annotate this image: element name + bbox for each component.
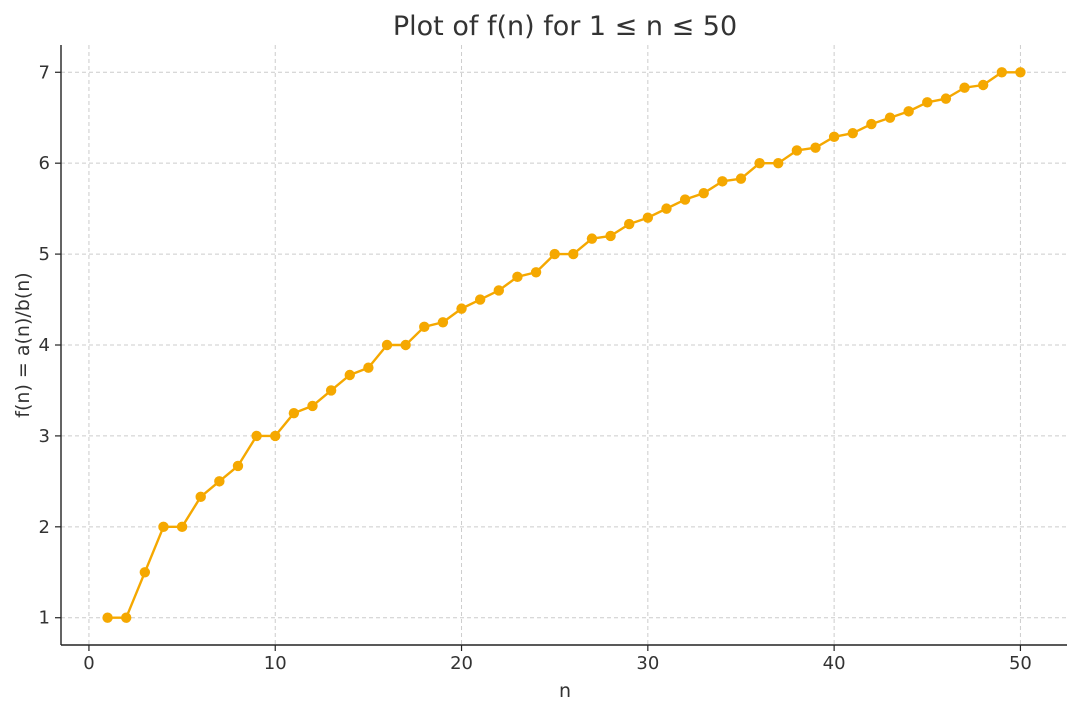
x-axis-label: n bbox=[559, 680, 571, 702]
data-point bbox=[922, 97, 933, 108]
x-tick-label: 0 bbox=[83, 653, 94, 674]
data-point bbox=[717, 176, 728, 187]
data-point bbox=[307, 400, 318, 412]
data-point bbox=[288, 407, 300, 419]
x-tick-label: 10 bbox=[264, 653, 287, 674]
data-point bbox=[214, 476, 225, 487]
data-point bbox=[698, 187, 709, 199]
y-axis-label: f(n) = a(n)/b(n) bbox=[12, 272, 34, 417]
data-point bbox=[456, 303, 467, 314]
data-point bbox=[270, 430, 281, 442]
y-tick-label: 6 bbox=[39, 153, 50, 174]
y-tick-label: 3 bbox=[39, 426, 50, 447]
grid-layer bbox=[61, 45, 1067, 645]
data-point bbox=[754, 157, 765, 169]
data-point bbox=[419, 321, 430, 333]
data-point bbox=[1015, 67, 1026, 78]
data-point bbox=[139, 567, 151, 578]
y-tick-label: 1 bbox=[39, 608, 50, 629]
x-tick-label: 30 bbox=[636, 653, 659, 674]
ticks-layer: 0 10 20 30 40 50 1 2 3 4 5 6 7 bbox=[39, 62, 1032, 674]
data-point bbox=[903, 106, 914, 117]
y-tick-label: 7 bbox=[39, 62, 50, 83]
data-point bbox=[512, 271, 523, 283]
data-point bbox=[679, 194, 691, 205]
y-tick-label: 4 bbox=[39, 335, 50, 356]
x-tick-label: 20 bbox=[450, 653, 473, 674]
data-point bbox=[996, 67, 1007, 78]
data-point bbox=[661, 203, 672, 214]
data-point bbox=[474, 294, 486, 305]
data-point bbox=[363, 362, 374, 373]
data-point bbox=[530, 267, 542, 278]
data-point bbox=[586, 233, 598, 244]
data-point bbox=[866, 118, 877, 130]
data-point bbox=[158, 521, 169, 533]
data-point bbox=[605, 230, 616, 242]
data-point bbox=[325, 385, 337, 396]
data-point bbox=[568, 248, 579, 260]
data-point bbox=[977, 79, 989, 91]
data-point bbox=[791, 145, 803, 156]
data-point bbox=[232, 460, 244, 472]
data-point bbox=[828, 131, 840, 143]
data-point bbox=[195, 491, 206, 503]
x-tick-label: 40 bbox=[823, 653, 846, 674]
data-point bbox=[381, 339, 393, 351]
x-tick-label: 50 bbox=[1009, 653, 1032, 674]
data-point bbox=[940, 93, 952, 104]
data-point bbox=[624, 218, 635, 230]
data-point bbox=[102, 612, 113, 623]
data-point bbox=[773, 157, 784, 169]
data-point bbox=[344, 369, 355, 381]
data-point bbox=[400, 339, 411, 351]
data-point bbox=[251, 430, 262, 442]
data-point bbox=[959, 82, 970, 93]
y-tick-label: 5 bbox=[39, 244, 50, 265]
data-point bbox=[810, 142, 821, 153]
chart-title: Plot of f(n) for 1 ≤ n ≤ 50 bbox=[393, 11, 737, 42]
data-point bbox=[884, 112, 896, 123]
data-point bbox=[735, 173, 747, 184]
data-point bbox=[437, 317, 449, 328]
data-point bbox=[642, 212, 654, 223]
series-layer bbox=[102, 67, 1026, 623]
data-point bbox=[549, 248, 560, 260]
data-point bbox=[176, 521, 188, 533]
data-point bbox=[847, 127, 858, 139]
y-tick-label: 2 bbox=[39, 517, 50, 538]
data-point bbox=[493, 285, 504, 296]
data-point bbox=[121, 612, 132, 623]
